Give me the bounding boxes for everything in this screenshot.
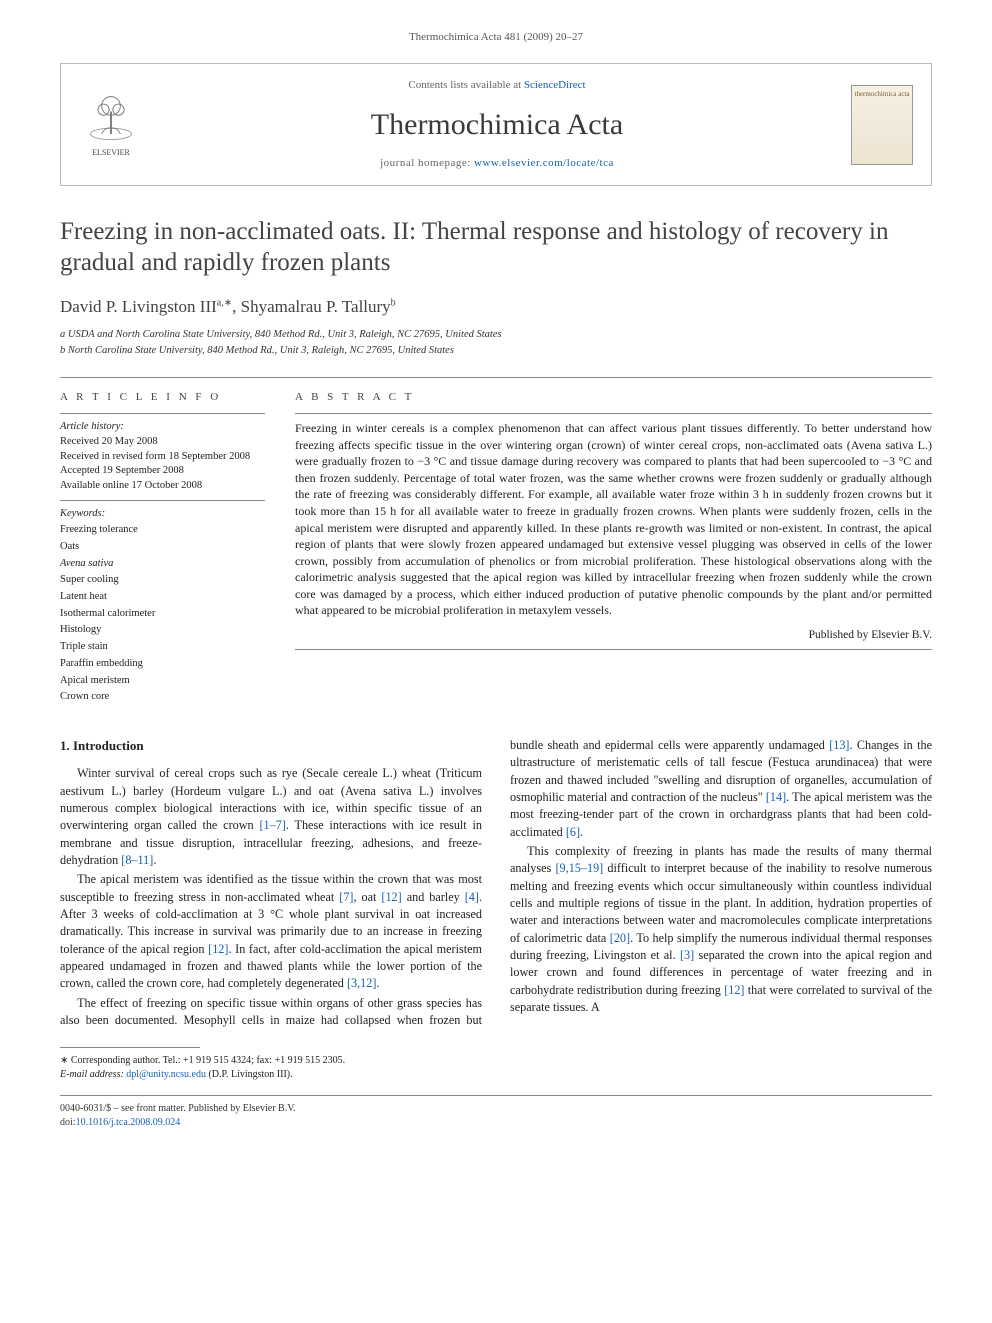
header-center: Contents lists available at ScienceDirec… (159, 78, 835, 171)
body-text: , oat (353, 890, 381, 904)
homepage-link[interactable]: www.elsevier.com/locate/tca (474, 157, 614, 169)
abstract-rule-bottom (295, 649, 932, 650)
journal-header-box: ELSEVIER Contents lists available at Sci… (60, 63, 932, 186)
sciencedirect-link[interactable]: ScienceDirect (524, 79, 586, 91)
history-label: Article history: (60, 420, 265, 435)
author-1: David P. Livingston III (60, 297, 217, 316)
keyword: Super cooling (60, 573, 265, 588)
author-2-sup: b (391, 297, 396, 308)
keyword: Isothermal calorimeter (60, 607, 265, 622)
history-revised: Received in revised form 18 September 20… (60, 450, 265, 465)
citation-link[interactable]: [13] (829, 738, 849, 752)
info-rule-2 (60, 500, 265, 501)
author-2: Shyamalrau P. Tallury (241, 297, 391, 316)
article-info-column: A R T I C L E I N F O Article history: R… (60, 390, 265, 705)
section-heading-intro: 1. Introduction (60, 737, 482, 755)
doi-link[interactable]: 10.1016/j.tca.2008.09.024 (76, 1117, 181, 1128)
history-received: Received 20 May 2008 (60, 435, 265, 450)
info-abstract-row: A R T I C L E I N F O Article history: R… (60, 390, 932, 705)
abstract-rule-top (295, 413, 932, 414)
body-text: . (153, 853, 156, 867)
article-info-head: A R T I C L E I N F O (60, 390, 265, 405)
citation-link[interactable]: [7] (339, 890, 353, 904)
citation-link[interactable]: [9,15–19] (556, 861, 604, 875)
author-1-sup: a,∗ (217, 297, 232, 308)
citation-link[interactable]: [8–11] (121, 853, 153, 867)
abstract-text: Freezing in winter cereals is a complex … (295, 420, 932, 619)
contents-line: Contents lists available at ScienceDirec… (159, 78, 835, 93)
copyright-line: 0040-6031/$ – see front matter. Publishe… (60, 1102, 932, 1116)
bottom-rule (60, 1095, 932, 1096)
citation-link[interactable]: [1–7] (259, 818, 285, 832)
citation-link[interactable]: [6] (566, 825, 580, 839)
rule-above-info (60, 377, 932, 378)
email-link[interactable]: dpl@unity.ncsu.edu (126, 1069, 206, 1080)
homepage-prefix: journal homepage: (380, 157, 474, 169)
footnotes: ∗ Corresponding author. Tel.: +1 919 515… (60, 1054, 932, 1081)
affiliations: a USDA and North Carolina State Universi… (60, 328, 932, 358)
body-text: . (376, 976, 379, 990)
author-sep: , (232, 297, 241, 316)
email-suffix: (D.P. Livingston III). (206, 1069, 293, 1080)
citation-link[interactable]: [12] (381, 890, 401, 904)
authors: David P. Livingston IIIa,∗, Shyamalrau P… (60, 295, 932, 319)
body-text: . (580, 825, 583, 839)
citation-link[interactable]: [3] (680, 948, 694, 962)
body-two-columns: 1. Introduction Winter survival of cerea… (60, 737, 932, 1029)
keyword: Avena sativa (60, 557, 265, 572)
keyword: Freezing tolerance (60, 523, 265, 538)
keyword: Histology (60, 623, 265, 638)
citation-link[interactable]: [12] (724, 983, 744, 997)
journal-title: Thermochimica Acta (159, 104, 835, 146)
keyword: Apical meristem (60, 674, 265, 689)
body-paragraph: The apical meristem was identified as th… (60, 871, 482, 992)
keyword: Paraffin embedding (60, 657, 265, 672)
citation-link[interactable]: [4] (465, 890, 479, 904)
elsevier-tree-icon (83, 91, 139, 147)
body-paragraph: Winter survival of cereal crops such as … (60, 765, 482, 869)
citation-link[interactable]: [12] (208, 942, 228, 956)
article-title: Freezing in non-acclimated oats. II: The… (60, 216, 932, 279)
elsevier-label: ELSEVIER (92, 147, 130, 158)
abstract-head: A B S T R A C T (295, 390, 932, 405)
page: Thermochimica Acta 481 (2009) 20–27 ELSE… (0, 0, 992, 1170)
journal-cover-thumb: thermochimica acta (851, 85, 913, 165)
elsevier-logo: ELSEVIER (79, 89, 143, 161)
email-line: E-mail address: dpl@unity.ncsu.edu (D.P.… (60, 1068, 932, 1082)
abstract-column: A B S T R A C T Freezing in winter cerea… (295, 390, 932, 705)
contents-prefix: Contents lists available at (408, 79, 523, 91)
body-paragraph: This complexity of freezing in plants ha… (510, 843, 932, 1016)
affiliation-b: b North Carolina State University, 840 M… (60, 344, 932, 359)
affiliation-a: a USDA and North Carolina State Universi… (60, 328, 932, 343)
publisher-line: Published by Elsevier B.V. (295, 627, 932, 643)
keyword: Triple stain (60, 640, 265, 655)
citation-link[interactable]: [3,12] (347, 976, 376, 990)
copyright-block: 0040-6031/$ – see front matter. Publishe… (60, 1102, 932, 1130)
body-text: and barley (402, 890, 465, 904)
running-head: Thermochimica Acta 481 (2009) 20–27 (60, 30, 932, 45)
citation-link[interactable]: [20] (610, 931, 630, 945)
citation-link[interactable]: [14] (766, 790, 786, 804)
keyword: Oats (60, 540, 265, 555)
keyword: Crown core (60, 690, 265, 705)
history-accepted: Accepted 19 September 2008 (60, 464, 265, 479)
email-label: E-mail address: (60, 1069, 126, 1080)
doi-label: doi: (60, 1117, 76, 1128)
history-online: Available online 17 October 2008 (60, 479, 265, 494)
keywords-label: Keywords: (60, 507, 265, 522)
corresponding-author: ∗ Corresponding author. Tel.: +1 919 515… (60, 1054, 932, 1068)
keyword: Latent heat (60, 590, 265, 605)
doi-line: doi:10.1016/j.tca.2008.09.024 (60, 1116, 932, 1130)
info-rule-1 (60, 413, 265, 414)
footnote-separator (60, 1047, 200, 1048)
homepage-line: journal homepage: www.elsevier.com/locat… (159, 156, 835, 171)
